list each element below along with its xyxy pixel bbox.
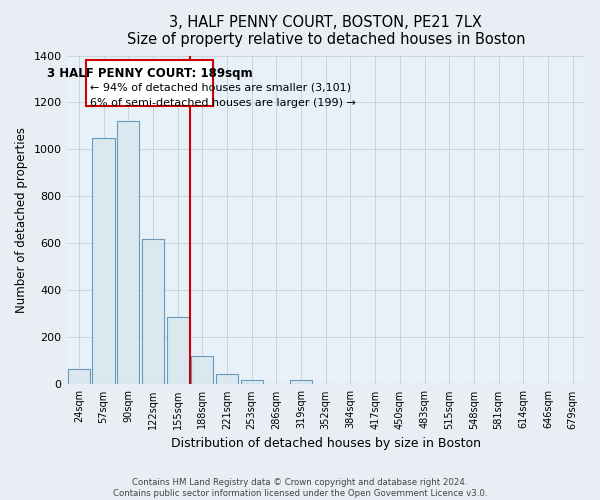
Text: 3 HALF PENNY COURT: 189sqm: 3 HALF PENNY COURT: 189sqm: [47, 68, 253, 80]
Text: Contains HM Land Registry data © Crown copyright and database right 2024.
Contai: Contains HM Land Registry data © Crown c…: [113, 478, 487, 498]
Bar: [241, 380, 263, 384]
Bar: [117, 122, 139, 384]
Bar: [92, 138, 115, 384]
Bar: [216, 374, 238, 384]
Bar: [68, 369, 90, 384]
Y-axis label: Number of detached properties: Number of detached properties: [15, 127, 28, 313]
Bar: [191, 356, 214, 384]
Text: ← 94% of detached houses are smaller (3,101): ← 94% of detached houses are smaller (3,…: [89, 82, 350, 92]
Bar: [167, 318, 189, 384]
Text: 6% of semi-detached houses are larger (199) →: 6% of semi-detached houses are larger (1…: [89, 98, 355, 108]
X-axis label: Distribution of detached houses by size in Boston: Distribution of detached houses by size …: [171, 437, 481, 450]
Bar: [142, 239, 164, 384]
FancyBboxPatch shape: [86, 60, 214, 106]
Bar: [290, 380, 312, 384]
Title: 3, HALF PENNY COURT, BOSTON, PE21 7LX
Size of property relative to detached hous: 3, HALF PENNY COURT, BOSTON, PE21 7LX Si…: [127, 15, 525, 48]
